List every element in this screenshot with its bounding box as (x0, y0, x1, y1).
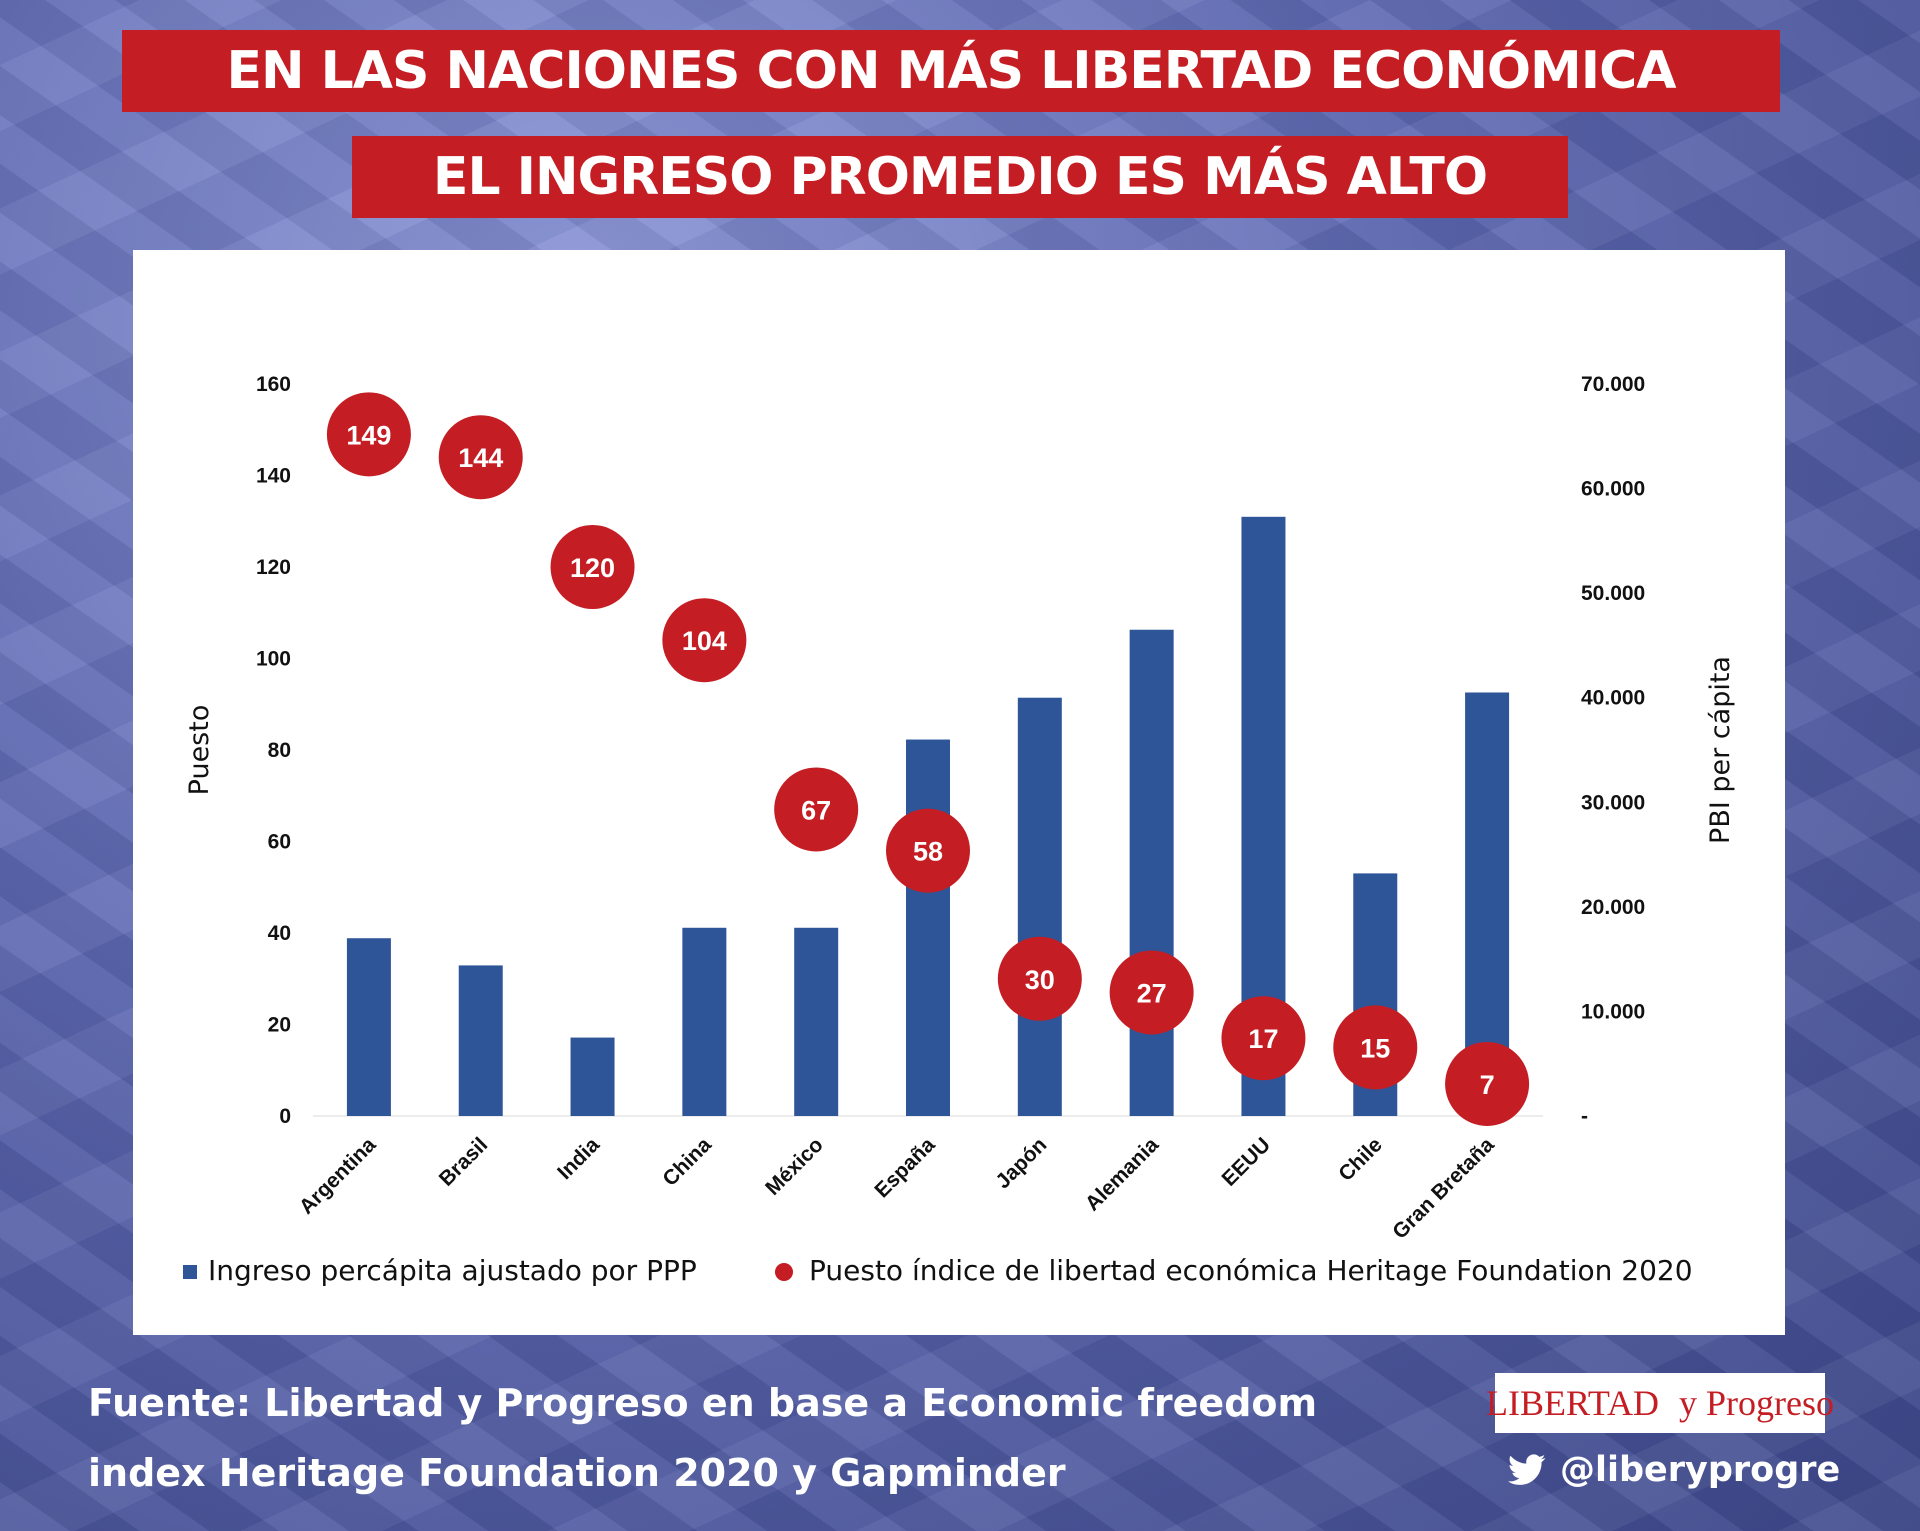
rank-dot-label: 67 (801, 795, 831, 825)
source-line-2: index Heritage Foundation 2020 y Gapmind… (88, 1451, 1066, 1495)
income-bar (906, 739, 950, 1116)
category-label: España (870, 1133, 939, 1202)
twitter-handle[interactable]: @liberyprogre (1560, 1450, 1841, 1490)
income-bar (458, 965, 503, 1116)
logo-text-right: y Progreso (1678, 1383, 1834, 1423)
category-label: Chile (1334, 1133, 1387, 1186)
category-label: Japón (991, 1133, 1051, 1193)
rank-dot (550, 525, 635, 609)
left-axis-tick-label: 100 (256, 648, 291, 671)
rank-dot-label: 58 (913, 837, 943, 867)
chart-panel: 0 20 40 60 80 100 120 140 160 - 10.000 20.000 30.000… (133, 250, 1785, 1335)
combo-chart: 0 20 40 60 80 100 120 140 160 - 10.000 20.000 30.000… (183, 373, 1736, 1287)
category-label: Gran Bretaña (1388, 1133, 1499, 1244)
category-label: Brasil (435, 1133, 493, 1191)
rank-dot (662, 598, 747, 683)
rank-dot-label: 144 (458, 443, 503, 473)
income-bar (794, 927, 839, 1116)
left-axis-tick-label: 60 (268, 831, 291, 854)
left-axis-tick-label: 120 (256, 556, 291, 579)
left-axis-title: Puesto (184, 705, 215, 796)
rank-dot (438, 415, 523, 500)
category-label: China (658, 1133, 716, 1191)
twitter-link[interactable]: @liberyprogre (1508, 1445, 1840, 1495)
rank-dot (774, 767, 859, 852)
source-note: Fuente: Libertad y Progreso en base a Ec… (88, 1368, 1468, 1508)
category-label: EEUU (1217, 1133, 1275, 1191)
right-axis-title: PBI per cápita (1705, 656, 1736, 844)
right-axis-tick-label: - (1581, 1105, 1588, 1128)
legend-dot-label: Puesto índice de libertad económica Heri… (809, 1254, 1693, 1287)
rank-dot (1333, 1005, 1418, 1090)
rank-dot (1445, 1041, 1530, 1126)
legend-bar-label: Ingreso percápita ajustado por PPP (208, 1254, 697, 1287)
rank-dot (1221, 996, 1306, 1081)
logo-text-left: LIBERTAD (1486, 1383, 1659, 1423)
rank-dot-label: 27 (1137, 978, 1167, 1008)
logo-divider (1662, 1377, 1676, 1429)
legend-dot-swatch (775, 1263, 793, 1281)
source-line-1: Fuente: Libertad y Progreso en base a Ec… (88, 1381, 1318, 1425)
rank-dot-label: 7 (1480, 1070, 1495, 1100)
rank-dot-label: 149 (346, 420, 391, 450)
category-label: Alemania (1081, 1133, 1164, 1216)
left-axis-tick-label: 140 (256, 465, 291, 488)
brand-logo: LIBERTAD y Progreso (1486, 1373, 1834, 1433)
rank-dot-label: 15 (1360, 1033, 1390, 1063)
rank-dot-label: 120 (570, 553, 615, 583)
income-bar (570, 1037, 615, 1116)
left-axis-tick-label: 160 (256, 373, 291, 396)
right-axis-tick-label: 50.000 (1581, 582, 1645, 605)
right-axis-tick-label: 10.000 (1581, 1000, 1645, 1023)
rank-dot (886, 808, 970, 893)
rank-dot-label: 17 (1248, 1024, 1278, 1054)
left-axis-tick-label: 20 (268, 1014, 291, 1037)
headline-line-1: EN LAS NACIONES CON MÁS LIBERTAD ECONÓMI… (122, 30, 1780, 112)
left-axis-tick-label: 0 (279, 1105, 291, 1128)
left-axis-tick-label: 80 (268, 739, 291, 762)
category-label: México (761, 1133, 828, 1200)
category-label: India (553, 1133, 604, 1184)
right-axis-tick-label: 20.000 (1581, 896, 1645, 919)
right-axis-tick-label: 70.000 (1581, 373, 1645, 396)
right-axis-tick-label: 30.000 (1581, 791, 1645, 814)
legend-bar-swatch (183, 1265, 197, 1279)
right-axis-tick-label: 40.000 (1581, 687, 1645, 710)
income-bar (1129, 629, 1174, 1116)
rank-dot (997, 936, 1082, 1021)
income-bar (346, 938, 391, 1116)
rank-dot (326, 392, 411, 477)
category-label: Argentina (295, 1133, 381, 1219)
twitter-bird-icon (1508, 1454, 1546, 1485)
income-bar (1017, 697, 1062, 1116)
left-axis-tick-label: 40 (268, 922, 291, 945)
headline-line-2: EL INGRESO PROMEDIO ES MÁS ALTO (352, 136, 1568, 218)
rank-dot-label: 104 (682, 626, 727, 656)
right-axis-tick-label: 60.000 (1581, 478, 1645, 501)
rank-dot (1109, 950, 1194, 1035)
income-bar (682, 927, 727, 1116)
rank-dot-label: 30 (1025, 965, 1055, 995)
